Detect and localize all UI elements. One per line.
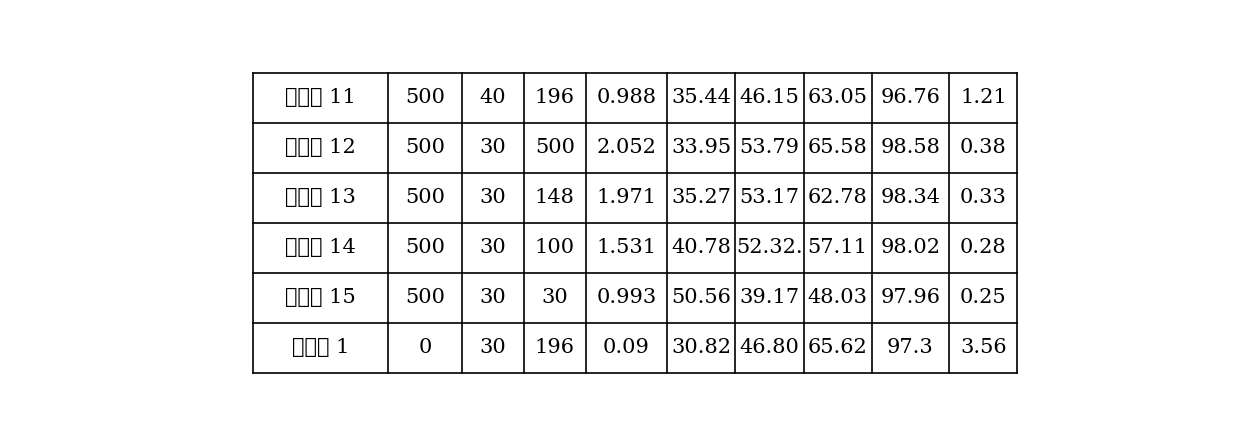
Text: 62.78: 62.78 [808,188,867,207]
Text: 3.56: 3.56 [960,338,1006,357]
Text: 52.32.: 52.32. [736,238,803,257]
Text: 0.993: 0.993 [596,288,657,307]
Text: 48.03: 48.03 [808,288,867,307]
Text: 0.988: 0.988 [596,88,657,107]
Text: 实施例 14: 实施例 14 [285,238,356,257]
Text: 196: 196 [535,88,575,107]
Text: 1.531: 1.531 [596,238,657,257]
Text: 63.05: 63.05 [808,88,867,107]
Text: 46.15: 46.15 [740,88,799,107]
Text: 35.44: 35.44 [672,88,731,107]
Text: 33.95: 33.95 [672,138,731,157]
Text: 500: 500 [405,138,445,157]
Text: 53.79: 53.79 [740,138,799,157]
Text: 35.27: 35.27 [672,188,731,207]
Text: 30: 30 [479,138,507,157]
Text: 148: 148 [535,188,575,207]
Text: 46.80: 46.80 [740,338,799,357]
Text: 0.09: 0.09 [603,338,650,357]
Text: 65.58: 65.58 [808,138,867,157]
Text: 0.25: 0.25 [960,288,1006,307]
Text: 57.11: 57.11 [808,238,867,257]
Text: 500: 500 [535,138,575,157]
Text: 97.96: 97.96 [881,288,940,307]
Text: 500: 500 [405,188,445,207]
Text: 30: 30 [479,288,507,307]
Text: 30: 30 [541,288,569,307]
Text: 40: 40 [479,88,506,107]
Text: 50.56: 50.56 [672,288,731,307]
Text: 500: 500 [405,238,445,257]
Text: 实施例 15: 实施例 15 [285,288,356,307]
Text: 40.78: 40.78 [672,238,731,257]
Text: 30: 30 [479,188,507,207]
Text: 98.34: 98.34 [881,188,940,207]
Text: 2.052: 2.052 [596,138,657,157]
Text: 30.82: 30.82 [672,338,731,357]
Text: 0.28: 0.28 [960,238,1006,257]
Text: 98.02: 98.02 [881,238,940,257]
Text: 53.17: 53.17 [740,188,799,207]
Text: 98.58: 98.58 [881,138,940,157]
Text: 196: 196 [535,338,575,357]
Text: 30: 30 [479,238,507,257]
Text: 实施例 12: 实施例 12 [285,138,356,157]
Text: 97.3: 97.3 [887,338,934,357]
Text: 65.62: 65.62 [808,338,867,357]
Text: 0.38: 0.38 [960,138,1007,157]
Text: 0: 0 [419,338,431,357]
Text: 30: 30 [479,338,507,357]
Text: 实施例 13: 实施例 13 [285,188,356,207]
Text: 500: 500 [405,88,445,107]
Text: 实施例 11: 实施例 11 [285,88,356,107]
Text: 96.76: 96.76 [881,88,940,107]
Text: 100: 100 [535,238,575,257]
Text: 1.971: 1.971 [596,188,657,207]
Text: 对比例 1: 对比例 1 [291,338,349,357]
Text: 39.17: 39.17 [740,288,799,307]
Text: 1.21: 1.21 [960,88,1007,107]
Text: 500: 500 [405,288,445,307]
Text: 0.33: 0.33 [960,188,1007,207]
